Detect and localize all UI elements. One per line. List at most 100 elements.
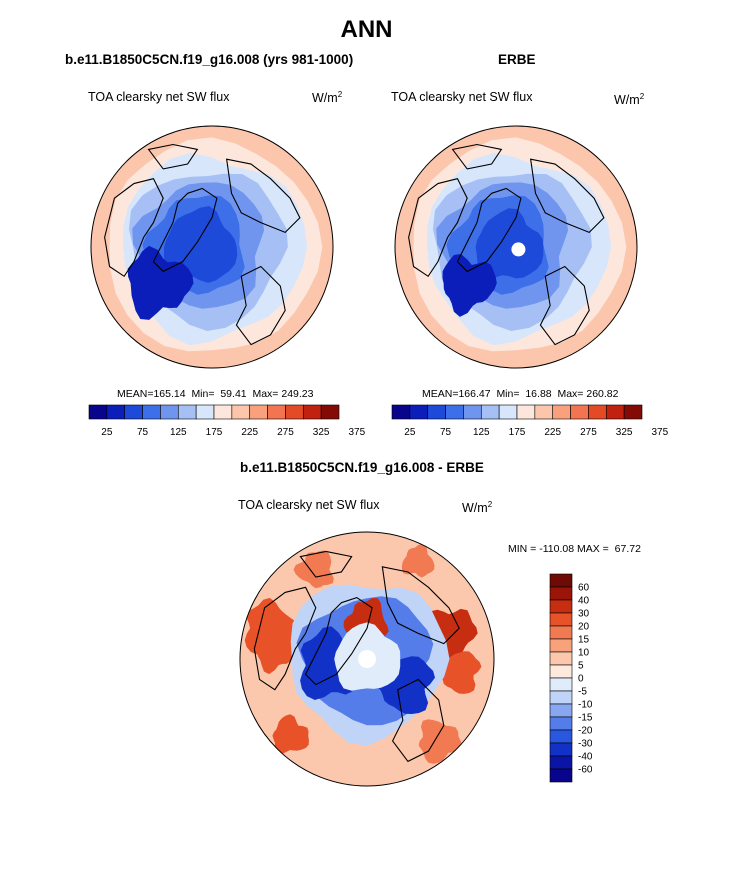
panel3-stats: MIN = -110.08 MAX = 67.72	[508, 543, 641, 555]
panel2-units: W/m2	[614, 92, 645, 107]
colorbar-swatch-15	[549, 768, 573, 783]
colorbar-swatch-12	[605, 404, 625, 420]
land-outline-1	[408, 178, 468, 278]
land-outline-2	[225, 158, 301, 234]
land-outline-2	[381, 566, 460, 645]
colorbar-tick-label: 275	[277, 427, 294, 438]
colorbar-swatch-11	[285, 404, 304, 420]
colorbar-tick-label: -10	[578, 700, 593, 711]
panel1-colorbar: 25 75 125 175 225 275 325 375	[88, 404, 366, 438]
map-border	[394, 125, 638, 369]
colorbar-swatch-3	[549, 612, 573, 627]
panel3-polar-map	[239, 531, 495, 787]
map-border	[90, 125, 334, 369]
colorbar-tick-label: 175	[509, 427, 526, 438]
colorbar-tick-label: 275	[580, 427, 597, 438]
colorbar-tick-label: 325	[313, 427, 330, 438]
colorbar-tick-label: -5	[578, 687, 587, 698]
panel3-case-title: b.e11.B1850C5CN.f19_g16.008 - ERBE	[240, 460, 484, 475]
main-title: ANN	[340, 16, 393, 43]
patch-pos-7	[418, 719, 463, 764]
panel2-colorbar: 25 75 125 175 225 275 325 375	[391, 404, 669, 438]
colorbar-swatch-0	[88, 404, 108, 420]
panel3-units: W/m2	[462, 500, 493, 515]
colorbar-swatch-1	[106, 404, 126, 420]
colorbar-swatch-9	[552, 404, 571, 420]
colorbar-swatch-3	[445, 404, 464, 420]
colorbar-swatch-2	[549, 599, 573, 614]
colorbar-tick-label: 60	[578, 583, 590, 594]
map-border	[239, 531, 495, 787]
colorbar-swatch-2	[124, 404, 143, 420]
colorbar-swatch-8	[534, 404, 554, 420]
colorbar-tick-label: 15	[578, 635, 590, 646]
colorbar-swatch-11	[588, 404, 607, 420]
colorbar-swatch-0	[549, 573, 573, 588]
land-outline-2	[529, 158, 605, 234]
panel1-units: W/m2	[312, 90, 343, 105]
colorbar-tick-label: 0	[578, 674, 584, 685]
panel2-stats: MEAN=166.47 Min= 16.88 Max= 260.82	[422, 388, 619, 400]
colorbar-tick-label: 25	[404, 427, 416, 438]
map-field	[395, 126, 637, 368]
pole-hole	[511, 242, 526, 257]
panel3-variable-title: TOA clearsky net SW flux	[238, 498, 380, 512]
land-outline-0	[152, 187, 218, 273]
colorbar-tick-label: -60	[578, 765, 593, 776]
colorbar-tick-label: -15	[578, 713, 593, 724]
patch-pos-6	[272, 714, 309, 755]
land-outline-1	[253, 586, 317, 691]
colorbar-swatch-5	[177, 404, 197, 420]
colorbar-swatch-4	[160, 404, 179, 420]
panel1-variable-title: TOA clearsky net SW flux	[88, 90, 230, 104]
colorbar-tick-label: -30	[578, 739, 593, 750]
colorbar-swatch-3	[142, 404, 161, 420]
land-outline-4	[451, 143, 503, 170]
colorbar-tick-label: 375	[652, 427, 669, 438]
colorbar-tick-label: -20	[578, 726, 593, 737]
colorbar-swatch-5	[549, 638, 573, 653]
colorbar-swatch-6	[195, 404, 215, 420]
colorbar-tick-label: 125	[170, 427, 187, 438]
colorbar-tick-label: 225	[544, 427, 561, 438]
colorbar-swatch-10	[267, 404, 286, 420]
map-field	[91, 126, 333, 368]
colorbar-swatch-1	[549, 586, 573, 601]
panel1-polar-map	[90, 125, 334, 369]
colorbar-swatch-13	[549, 742, 573, 757]
colorbar-swatch-7	[516, 404, 536, 420]
colorbar-swatch-13	[623, 404, 643, 420]
colorbar-swatch-9	[549, 690, 573, 705]
panel1-stats: MEAN=165.14 Min= 59.41 Max= 249.23	[117, 388, 314, 400]
colorbar-swatch-13	[320, 404, 340, 420]
colorbar-tick-label: 175	[206, 427, 223, 438]
colorbar-swatch-5	[480, 404, 500, 420]
colorbar-swatch-11	[549, 716, 573, 731]
land-outline-3	[391, 678, 445, 763]
colorbar-swatch-14	[549, 755, 573, 770]
panel1-case-title: b.e11.B1850C5CN.f19_g16.008 (yrs 981-100…	[65, 52, 354, 67]
land-outline-4	[147, 143, 199, 170]
colorbar-swatch-4	[549, 625, 573, 640]
map-field	[240, 532, 494, 786]
colorbar-swatch-12	[549, 729, 573, 744]
colorbar-tick-label: 225	[241, 427, 258, 438]
land-outline-0	[304, 596, 373, 686]
panel3-colorbar: 60 40 30 20 15 10 5 0 -5 -10 -15 -20 -30 -40 -60	[549, 573, 593, 783]
colorbar-tick-label: 20	[578, 622, 590, 633]
panel2-polar-map	[394, 125, 638, 369]
colorbar-tick-label: 75	[440, 427, 452, 438]
colorbar-swatch-6	[498, 404, 518, 420]
colorbar-swatch-12	[302, 404, 322, 420]
colorbar-tick-label: 30	[578, 609, 590, 620]
land-outline-1	[104, 178, 164, 278]
colorbar-tick-label: 10	[578, 648, 590, 659]
colorbar-swatch-7	[549, 664, 573, 679]
colorbar-swatch-0	[391, 404, 411, 420]
colorbar-tick-label: 75	[137, 427, 149, 438]
patch-pos-4	[293, 550, 334, 589]
colorbar-tick-label: 40	[578, 596, 590, 607]
land-outline-4	[299, 550, 353, 578]
colorbar-tick-label: 375	[349, 427, 366, 438]
colorbar-swatch-8	[231, 404, 251, 420]
